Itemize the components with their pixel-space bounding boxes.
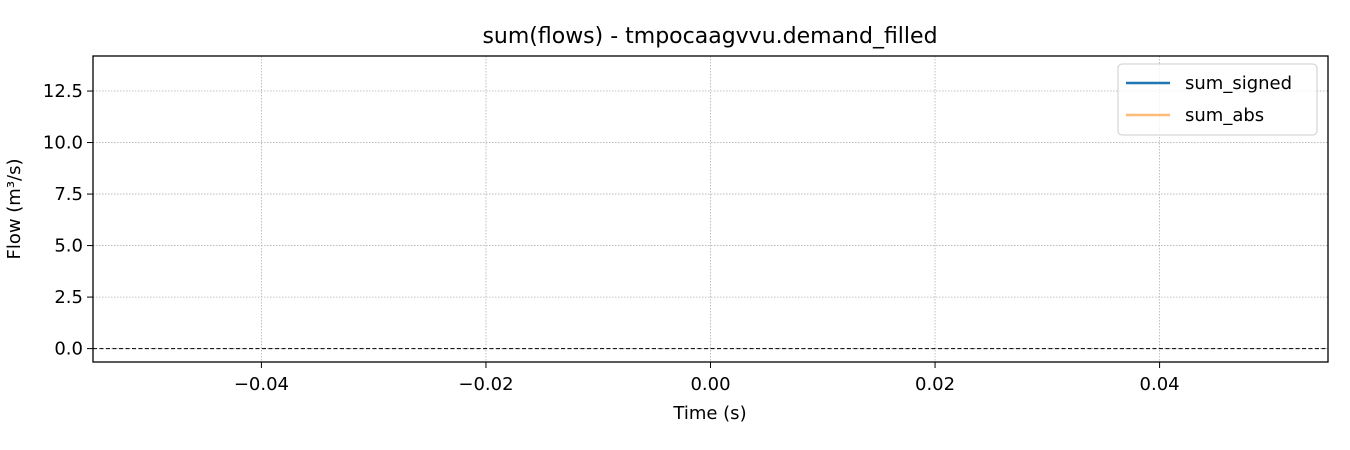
legend: sum_signed sum_abs [1117, 63, 1318, 136]
x-axis-label: Time (s) [672, 403, 746, 424]
y-tick-label: 5.0 [54, 236, 83, 257]
y-axis-label: Flow (m³/s) [4, 158, 25, 259]
x-axis: −0.04 −0.02 0.00 0.02 0.04 [234, 362, 1180, 395]
y-tick-label: 12.5 [43, 81, 83, 102]
y-tick-label: 0.0 [54, 339, 83, 360]
y-tick-label: 10.0 [43, 133, 83, 154]
x-tick-label: 0.00 [690, 374, 730, 395]
y-tick-label: 2.5 [54, 287, 83, 308]
x-tick-label: 0.02 [915, 374, 955, 395]
y-axis: 0.0 2.5 5.0 7.5 10.0 12.5 [43, 81, 93, 360]
x-tick-label: −0.04 [234, 374, 289, 395]
legend-label-sum_abs: sum_abs [1185, 105, 1264, 126]
legend-label-sum_signed: sum_signed [1185, 73, 1292, 94]
y-tick-label: 7.5 [54, 184, 83, 205]
x-tick-label: −0.02 [458, 374, 513, 395]
chart-title: sum(flows) - tmpocaagvvu.demand_filled [482, 24, 937, 49]
x-tick-label: 0.04 [1140, 374, 1180, 395]
